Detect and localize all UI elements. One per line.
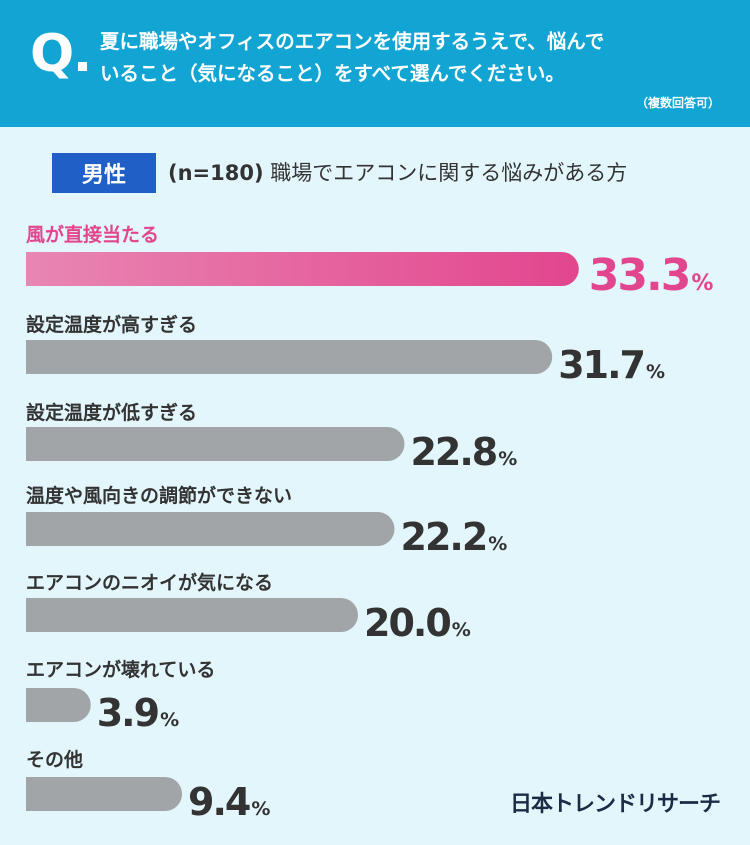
bar	[26, 340, 553, 374]
q-dot	[78, 62, 87, 71]
chart-subtitle: (n=180) 職場でエアコンに関する悩みがある方	[168, 155, 627, 191]
bar	[26, 252, 579, 286]
multiple-answer-note: （複数回答可）	[635, 96, 720, 110]
bar	[26, 777, 183, 811]
category-label: エアコンのニオイが気になる	[26, 571, 273, 594]
category-label: 設定温度が低すぎる	[26, 401, 197, 424]
value-label: 22.2%	[401, 515, 508, 559]
value-label: 3.9%	[97, 691, 179, 735]
question-header: Q 夏に職場やオフィスのエアコンを使用するうえで、悩んで いること（気になること…	[0, 0, 750, 127]
bar	[26, 688, 91, 722]
q-mark: Q	[30, 24, 74, 84]
category-label: 風が直接当たる	[26, 223, 159, 246]
category-label: その他	[26, 748, 83, 771]
value-label: 20.0%	[364, 601, 471, 645]
category-label: 温度や風向きの調節ができない	[26, 484, 292, 507]
sample-size: (n=180)	[168, 161, 264, 185]
category-label: エアコンが壊れている	[26, 658, 215, 681]
question-line-2: いること（気になること）をすべて選んでください。	[100, 62, 565, 85]
brand-logo: 日本トレンドリサーチ	[510, 792, 721, 817]
question-text: 夏に職場やオフィスのエアコンを使用するうえで、悩んで いること（気になること）を…	[100, 26, 720, 90]
gender-badge: 男性	[52, 153, 156, 193]
value-label: 9.4%	[188, 780, 270, 824]
bar	[26, 512, 395, 546]
value-label: 33.3%	[589, 250, 714, 301]
value-label: 22.8%	[410, 430, 517, 474]
bar	[26, 427, 405, 461]
value-label: 31.7%	[558, 343, 665, 387]
bar	[26, 598, 358, 632]
category-label: 設定温度が高すぎる	[26, 313, 197, 336]
question-line-1: 夏に職場やオフィスのエアコンを使用するうえで、悩んで	[100, 30, 605, 53]
subtitle-text: 職場でエアコンに関する悩みがある方	[270, 161, 628, 185]
